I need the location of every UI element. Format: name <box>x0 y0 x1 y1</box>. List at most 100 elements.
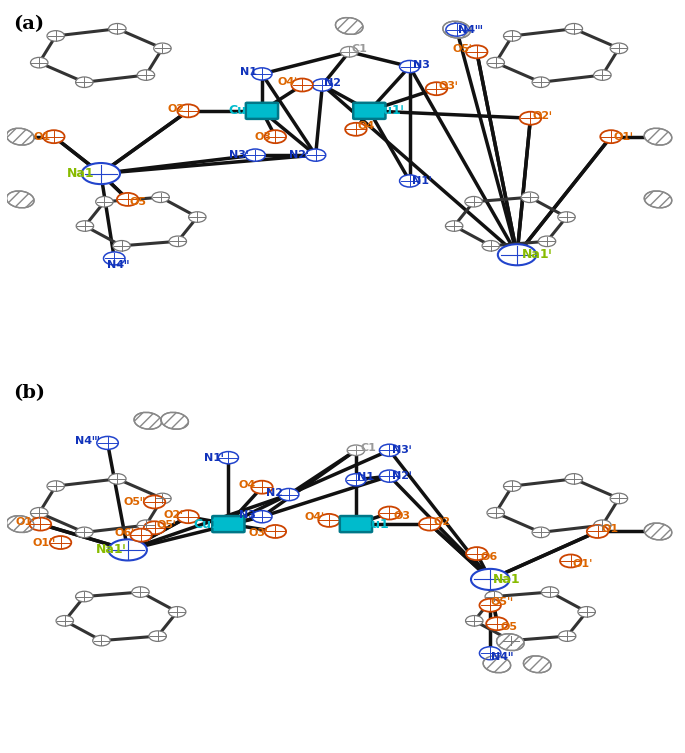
Text: N2ⁱ: N2ⁱ <box>289 150 309 160</box>
Circle shape <box>108 539 147 560</box>
FancyBboxPatch shape <box>246 103 278 119</box>
Text: O2: O2 <box>167 104 184 114</box>
Ellipse shape <box>443 21 471 38</box>
Ellipse shape <box>177 511 199 523</box>
Text: O5ᴵᴵ: O5ᴵᴵ <box>123 497 145 507</box>
Ellipse shape <box>97 437 119 450</box>
Ellipse shape <box>306 149 326 161</box>
Ellipse shape <box>264 130 286 143</box>
Ellipse shape <box>445 221 463 231</box>
Text: N1: N1 <box>358 472 375 482</box>
Ellipse shape <box>144 495 165 508</box>
Ellipse shape <box>466 45 488 58</box>
Text: O5ⁱ: O5ⁱ <box>452 44 472 54</box>
Ellipse shape <box>399 60 420 72</box>
Text: N2: N2 <box>266 488 282 498</box>
Text: O6ⁱ: O6ⁱ <box>114 529 134 538</box>
Ellipse shape <box>340 47 358 57</box>
Ellipse shape <box>264 525 286 538</box>
Text: N3ⁱ: N3ⁱ <box>392 445 411 456</box>
Ellipse shape <box>75 527 93 538</box>
Ellipse shape <box>31 57 48 68</box>
Text: O1: O1 <box>33 132 50 142</box>
Text: O4ⁱ: O4ⁱ <box>277 77 297 87</box>
Ellipse shape <box>479 599 501 611</box>
Ellipse shape <box>169 236 186 246</box>
Text: N2ⁱ: N2ⁱ <box>392 471 411 481</box>
Text: O3ⁱ: O3ⁱ <box>439 81 458 91</box>
Text: C1: C1 <box>351 44 367 54</box>
Ellipse shape <box>75 591 93 602</box>
Ellipse shape <box>594 520 611 530</box>
Ellipse shape <box>560 554 582 568</box>
Text: Cu1ⁱ: Cu1ⁱ <box>375 105 404 117</box>
FancyBboxPatch shape <box>340 516 372 532</box>
Text: O1': O1' <box>573 559 593 569</box>
Text: O1'ⁱ: O1'ⁱ <box>32 538 55 547</box>
Ellipse shape <box>541 587 559 597</box>
Ellipse shape <box>75 77 93 87</box>
Ellipse shape <box>465 197 482 207</box>
Ellipse shape <box>219 452 238 464</box>
Text: O1ⁱ: O1ⁱ <box>613 132 633 142</box>
Ellipse shape <box>188 212 206 222</box>
Ellipse shape <box>103 252 125 265</box>
Text: N1: N1 <box>240 67 257 77</box>
FancyBboxPatch shape <box>353 103 386 119</box>
Text: O2ⁱ: O2ⁱ <box>164 510 183 520</box>
Ellipse shape <box>177 105 199 117</box>
Ellipse shape <box>565 23 582 34</box>
Text: N4ᴵᴵᴵ: N4ᴵᴵᴵ <box>458 25 482 35</box>
Text: N4ᴵᴵ: N4ᴵᴵ <box>491 652 513 662</box>
Ellipse shape <box>279 489 299 501</box>
Ellipse shape <box>31 508 48 518</box>
Ellipse shape <box>47 481 64 492</box>
Text: C1: C1 <box>360 444 376 453</box>
Text: Cu1: Cu1 <box>362 517 390 531</box>
Ellipse shape <box>521 192 538 203</box>
Ellipse shape <box>610 43 627 53</box>
Ellipse shape <box>346 474 366 486</box>
Ellipse shape <box>347 445 364 456</box>
Ellipse shape <box>117 193 138 206</box>
Ellipse shape <box>565 474 582 484</box>
Text: O5'ⁱ: O5'ⁱ <box>491 597 514 608</box>
Ellipse shape <box>149 631 166 642</box>
Ellipse shape <box>558 212 575 222</box>
Ellipse shape <box>594 70 611 81</box>
Ellipse shape <box>503 31 521 41</box>
Ellipse shape <box>578 607 595 617</box>
Ellipse shape <box>587 525 608 538</box>
Ellipse shape <box>132 587 149 597</box>
Ellipse shape <box>319 514 340 527</box>
Text: (a): (a) <box>14 15 45 33</box>
Ellipse shape <box>153 493 171 504</box>
Ellipse shape <box>419 517 440 531</box>
Ellipse shape <box>292 78 313 92</box>
Ellipse shape <box>7 191 34 208</box>
Text: N1ⁱ: N1ⁱ <box>412 176 432 186</box>
Ellipse shape <box>645 128 672 145</box>
Text: N2: N2 <box>324 78 341 88</box>
Ellipse shape <box>600 130 622 143</box>
Ellipse shape <box>558 631 576 642</box>
Ellipse shape <box>538 236 556 246</box>
Circle shape <box>498 244 536 265</box>
Text: Cu1ⁱ: Cu1ⁱ <box>193 517 223 531</box>
Ellipse shape <box>56 615 73 626</box>
Ellipse shape <box>137 70 155 81</box>
Text: O2: O2 <box>434 517 451 527</box>
Ellipse shape <box>161 413 188 429</box>
Text: Na1: Na1 <box>67 167 95 180</box>
Ellipse shape <box>483 656 510 672</box>
Ellipse shape <box>251 480 273 494</box>
Ellipse shape <box>345 123 366 136</box>
Text: (b): (b) <box>14 384 46 402</box>
Text: N3ⁱ: N3ⁱ <box>229 150 248 160</box>
Ellipse shape <box>523 656 551 672</box>
Text: O4: O4 <box>358 121 375 131</box>
Ellipse shape <box>487 57 504 68</box>
Ellipse shape <box>29 517 51 531</box>
Text: O5: O5 <box>129 197 147 207</box>
Ellipse shape <box>134 413 162 429</box>
